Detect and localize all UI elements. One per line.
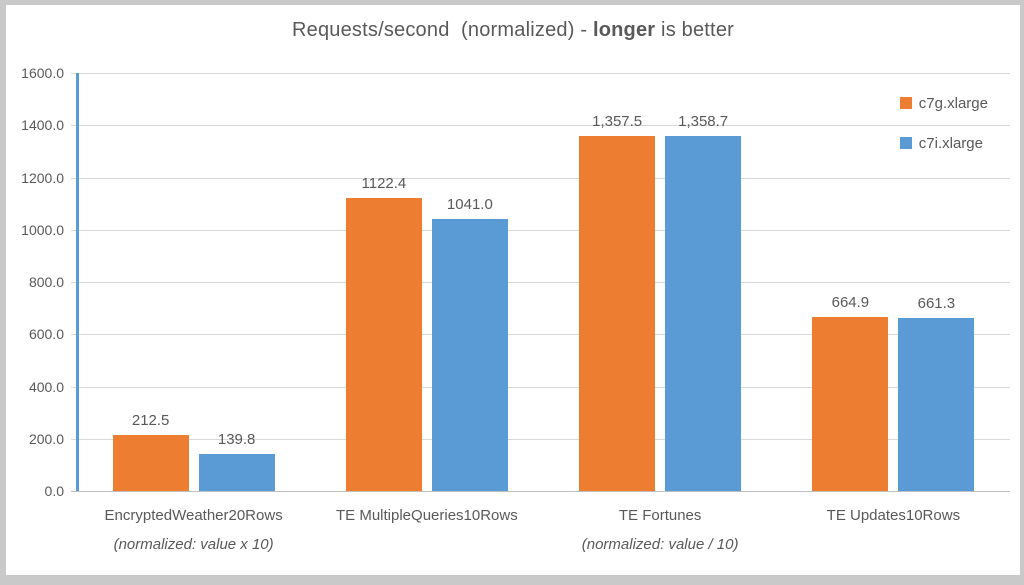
chart-stage: Requests/second (normalized) - longer is… (6, 5, 1020, 575)
bar-c7g-te-multiplequeries10rows: 1122.4 (345, 175, 422, 491)
bar-group-te-multiplequeries10rows: 1122.4 1041.0 (310, 73, 543, 491)
bar-c7i-encryptedweather20rows: 139.8 (198, 431, 275, 491)
category-label: TE MultipleQueries10Rows (336, 507, 518, 524)
chart-title-part1: Requests/second (normalized) - (291, 19, 593, 41)
plot-area: 212.5 139.8 1122.4 1041.0 1, (71, 73, 1010, 492)
bar-value-label: 1122.4 (361, 174, 407, 192)
gridline (71, 386, 1010, 388)
legend-label: c7i.xlarge (918, 134, 983, 152)
x-category-te-updates10rows: TE Updates10Rows (777, 507, 1010, 554)
gridline (71, 334, 1010, 336)
y-tick-label: 1400.0 (21, 117, 64, 134)
x-axis-line (71, 491, 1010, 492)
bar-value-label: 1,357.5 (592, 113, 643, 131)
gridline (71, 229, 1010, 231)
legend-item-c7g-xlarge: c7g.xlarge (899, 93, 988, 113)
bar-c7i-te-fortunes: 1,358.7 (665, 113, 742, 491)
bar-groups: 212.5 139.8 1122.4 1041.0 1, (77, 73, 1010, 491)
bar-value-label: 1041.0 (446, 196, 493, 214)
category-annotation: (normalized: value x 10) (113, 536, 274, 553)
gridline (71, 73, 1010, 74)
y-tick-label: 400.0 (28, 378, 64, 395)
x-axis-category-labels: EncryptedWeather20Rows (normalized: valu… (77, 507, 1010, 554)
category-label: EncryptedWeather20Rows (104, 507, 283, 524)
bar-group-encryptedweather20rows: 212.5 139.8 (77, 73, 310, 491)
category-label: TE Updates10Rows (826, 507, 961, 524)
y-tick-label: 1000.0 (21, 221, 64, 238)
category-annotation (310, 536, 543, 554)
bar-c7g-encryptedweather20rows: 212.5 (112, 412, 189, 491)
y-tick-label: 0.0 (44, 483, 64, 499)
gridline (71, 177, 1010, 179)
gridline (71, 282, 1010, 283)
y-tick-label: 600.0 (28, 326, 64, 343)
y-tick-label: 1200.0 (21, 169, 64, 186)
chart-title: Requests/second (normalized) - longer is… (6, 19, 1020, 42)
bar-value-label: 664.9 (831, 294, 870, 312)
y-tick-label: 800.0 (28, 274, 64, 290)
category-label: TE Fortunes (618, 507, 702, 524)
bar-c7i-te-updates10rows: 661.3 (898, 295, 975, 491)
bar-c7i-te-multiplequeries10rows: 1041.0 (431, 196, 508, 491)
chart-title-bold: longer (592, 19, 656, 41)
y-axis-line (76, 73, 79, 491)
bar-c7g-te-fortunes: 1,357.5 (579, 113, 656, 491)
y-tick-label: 1600.0 (21, 65, 64, 81)
gridline (71, 125, 1010, 127)
bar-c7g-te-updates10rows: 664.9 (812, 294, 889, 491)
x-category-encryptedweather20rows: EncryptedWeather20Rows (normalized: valu… (77, 507, 310, 554)
bar-value-label: 139.8 (217, 431, 256, 449)
bar-value-label: 1,358.7 (678, 113, 729, 131)
chart-title-part2: is better (655, 19, 734, 41)
y-tick-label: 200.0 (28, 430, 64, 447)
x-category-te-fortunes: TE Fortunes (normalized: value / 10) (544, 507, 777, 554)
legend-swatch-c7g (899, 97, 912, 109)
legend-swatch-c7i (899, 137, 912, 149)
category-annotation: (normalized: value / 10) (581, 536, 739, 553)
legend-label: c7g.xlarge (918, 94, 988, 112)
bar-value-label: 212.5 (131, 412, 170, 430)
y-axis-tick-labels: 1600.0 1400.0 1200.0 1000.0 800.0 600.0 … (6, 65, 68, 499)
x-category-te-multiplequeries10rows: TE MultipleQueries10Rows (310, 507, 543, 554)
gridline (71, 438, 1010, 440)
bar-group-te-fortunes: 1,357.5 1,358.7 (544, 73, 777, 491)
category-annotation (777, 536, 1010, 554)
legend: c7g.xlarge c7i.xlarge (899, 93, 988, 173)
bar-group-te-updates10rows: 664.9 661.3 (777, 73, 1010, 491)
bar-value-label: 661.3 (917, 295, 956, 313)
legend-item-c7i-xlarge: c7i.xlarge (899, 133, 988, 153)
